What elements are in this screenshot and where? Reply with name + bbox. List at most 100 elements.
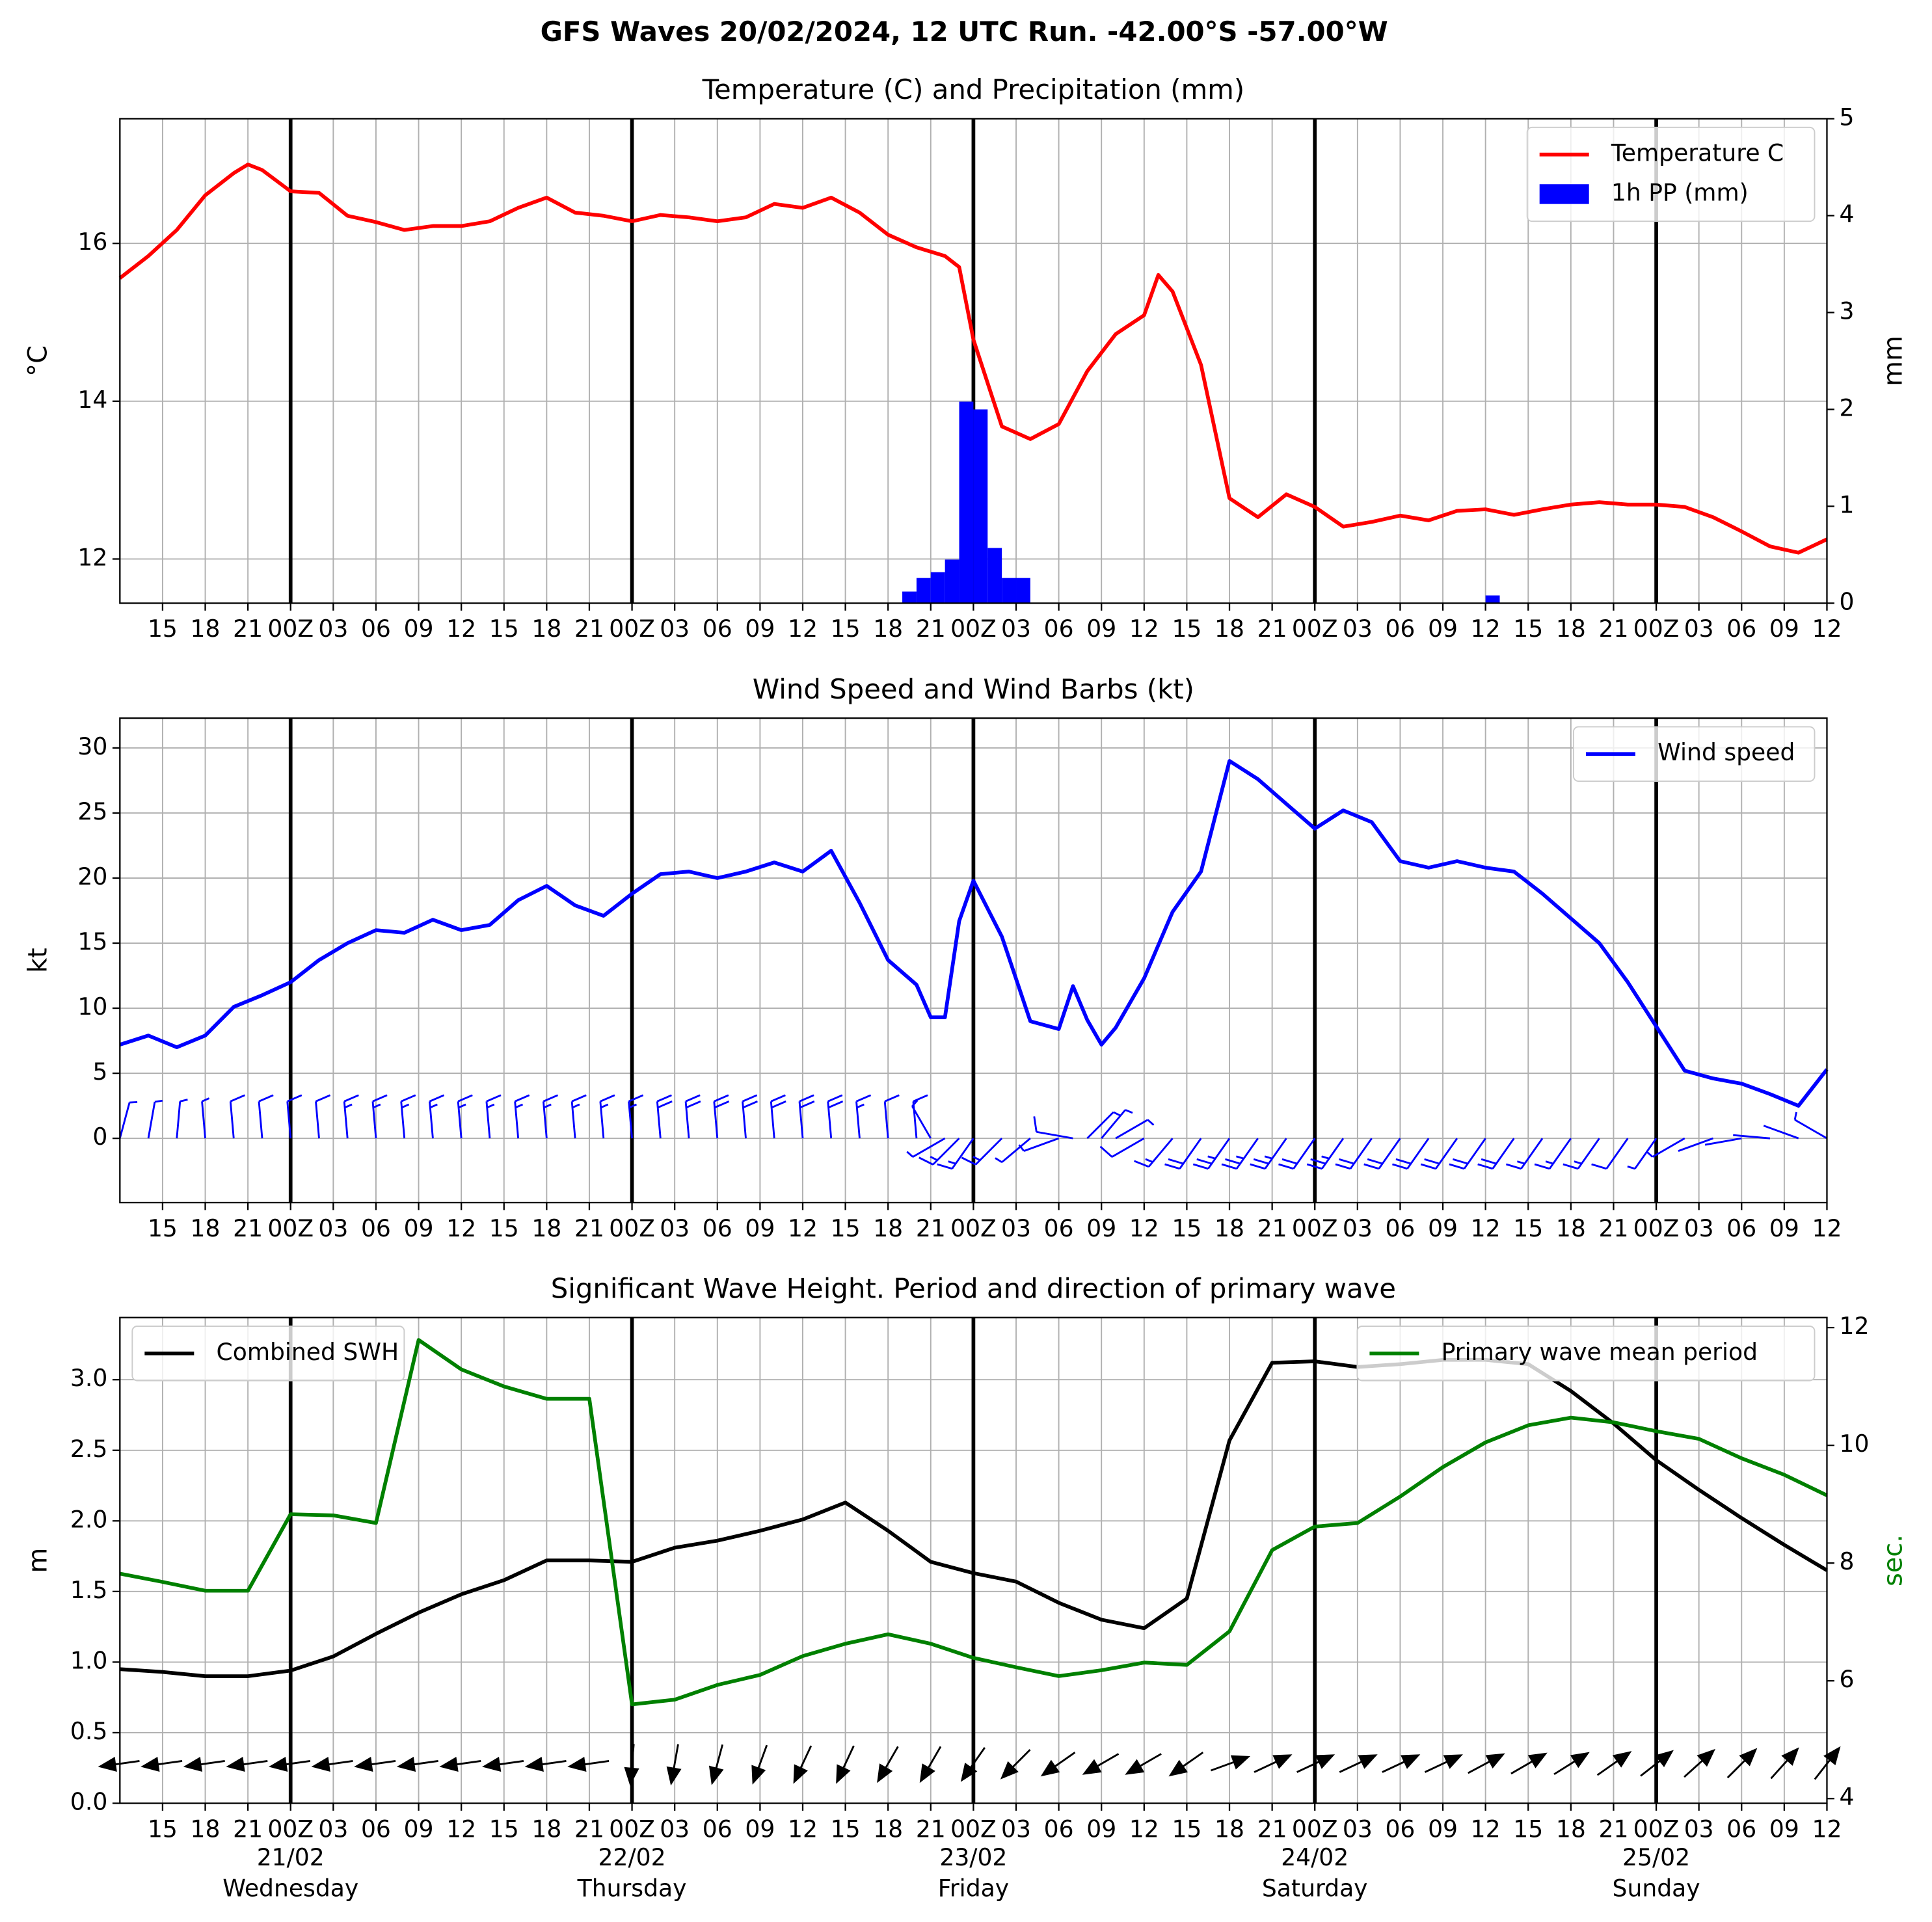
x-tick-label: 03 <box>660 1815 690 1843</box>
legend-box <box>1526 126 1816 222</box>
x-tick-label: 12 <box>1471 615 1501 643</box>
x-tick-label: 18 <box>191 1214 221 1242</box>
wind-barb <box>1627 1138 1657 1170</box>
x-tick-label: 09 <box>1086 1815 1116 1843</box>
x-tick-label: 06 <box>1385 615 1415 643</box>
line <box>119 1338 1828 1707</box>
wave-arrow <box>751 1744 768 1785</box>
x-tick-label: 21 <box>233 1815 263 1843</box>
y2-axis-label: mm <box>1878 336 1908 386</box>
axes-frame <box>119 1316 1828 1804</box>
y-tick-label: 10 <box>77 993 107 1021</box>
x-tick-label: 12 <box>1471 1815 1501 1843</box>
x-tick-label: 00Z <box>267 1214 314 1242</box>
wind-barb <box>1018 1137 1060 1152</box>
y-tick-label: 5 <box>92 1058 107 1086</box>
x-tick-label: 18 <box>1214 1214 1244 1242</box>
x-tick-label: 09 <box>1769 615 1799 643</box>
x-tick-label: 06 <box>1726 615 1756 643</box>
x-tick-label: 12 <box>1129 1214 1159 1242</box>
wave-arrow <box>1770 1747 1799 1780</box>
wind-barb <box>1763 1125 1799 1140</box>
wave-arrow <box>1168 1752 1204 1777</box>
x-tick-label: 06 <box>1726 1815 1756 1843</box>
y2-tick-label: 4 <box>1839 200 1854 228</box>
wind-barb <box>1505 1138 1544 1170</box>
x-tick-label: 21 <box>1257 1815 1287 1843</box>
x-tick-label: 21 <box>916 1815 946 1843</box>
x-tick-label: 15 <box>1172 1815 1201 1843</box>
x-tick-label: 00Z <box>1633 1214 1680 1242</box>
wind-barb <box>742 1094 758 1139</box>
day-date: 25/02 <box>1622 1843 1690 1871</box>
wind-barb <box>1392 1138 1430 1170</box>
x-tick-label: 21 <box>916 615 946 643</box>
wave-arrow <box>624 1744 639 1786</box>
wind-barb <box>995 1138 1031 1164</box>
x-tick-label: 03 <box>1001 1214 1031 1242</box>
x-tick-label: 00Z <box>1292 1815 1338 1843</box>
wave-arrow <box>1254 1754 1293 1773</box>
wave-arrow <box>960 1746 986 1782</box>
wave-arrow <box>481 1757 524 1772</box>
axes-frame <box>119 717 1828 1204</box>
day-name: Thursday <box>577 1874 687 1902</box>
y-tick-label: 1.0 <box>70 1646 107 1674</box>
x-tick-label: 03 <box>1684 1815 1714 1843</box>
x-tick-label: 15 <box>831 615 861 643</box>
x-tick-label: 00Z <box>267 615 314 643</box>
legend-box <box>131 1326 405 1381</box>
bar <box>945 559 959 604</box>
x-tick-label: 06 <box>1385 1214 1415 1242</box>
wind-barb <box>684 1094 701 1139</box>
day-name: Sunday <box>1613 1874 1700 1902</box>
y2-tick-label: 0 <box>1839 587 1854 615</box>
y-tick-label: 3.0 <box>70 1364 107 1392</box>
bar <box>902 591 917 604</box>
wind-barb <box>1033 1116 1073 1140</box>
wind-barb <box>1250 1138 1287 1170</box>
x-tick-label: 21 <box>1257 1214 1287 1242</box>
x-tick-label: 21 <box>233 1214 263 1242</box>
wind-barb <box>1221 1138 1259 1170</box>
chart-title: Wind Speed and Wind Barbs (kt) <box>753 673 1194 705</box>
y-tick-label: 0.5 <box>70 1717 107 1745</box>
x-tick-label: 15 <box>1513 1214 1543 1242</box>
legend-label: Primary wave mean period <box>1442 1338 1758 1366</box>
x-tick-label: 15 <box>1513 615 1543 643</box>
wind-barb <box>1733 1134 1771 1140</box>
day-date: 23/02 <box>939 1843 1007 1871</box>
wave-arrow <box>1684 1748 1716 1778</box>
wind-barb <box>656 1094 673 1139</box>
x-tick-label: 03 <box>1001 1815 1031 1843</box>
x-tick-label: 03 <box>318 1815 348 1843</box>
wave-arrow <box>141 1757 183 1772</box>
x-tick-label: 06 <box>1044 1214 1074 1242</box>
wind-barb <box>118 1101 138 1139</box>
x-tick-label: 00Z <box>609 615 655 643</box>
wave-arrow <box>567 1757 610 1772</box>
wind-barb <box>911 1099 932 1139</box>
x-tick-label: 12 <box>446 615 476 643</box>
bar <box>973 409 988 604</box>
wave-arrow <box>1510 1752 1548 1775</box>
wave-arrow <box>524 1757 567 1772</box>
wind-barb <box>429 1094 445 1139</box>
x-tick-label: 09 <box>1086 1214 1116 1242</box>
x-tick-label: 21 <box>1598 1815 1628 1843</box>
day-date: 21/02 <box>257 1843 325 1871</box>
legend-label: Combined SWH <box>217 1338 399 1366</box>
x-tick-label: 21 <box>233 615 263 643</box>
x-tick-label: 06 <box>703 1214 732 1242</box>
y-axis-label: °C <box>23 345 53 377</box>
wind-barb <box>770 1094 786 1139</box>
y-tick-label: 30 <box>77 732 107 760</box>
wave-arrow <box>354 1757 396 1772</box>
x-tick-label: 09 <box>745 1815 775 1843</box>
day-date: 24/02 <box>1281 1843 1348 1871</box>
x-tick-label: 12 <box>788 615 818 643</box>
x-tick-label: 12 <box>1129 1815 1159 1843</box>
x-tick-label: 06 <box>361 1214 391 1242</box>
